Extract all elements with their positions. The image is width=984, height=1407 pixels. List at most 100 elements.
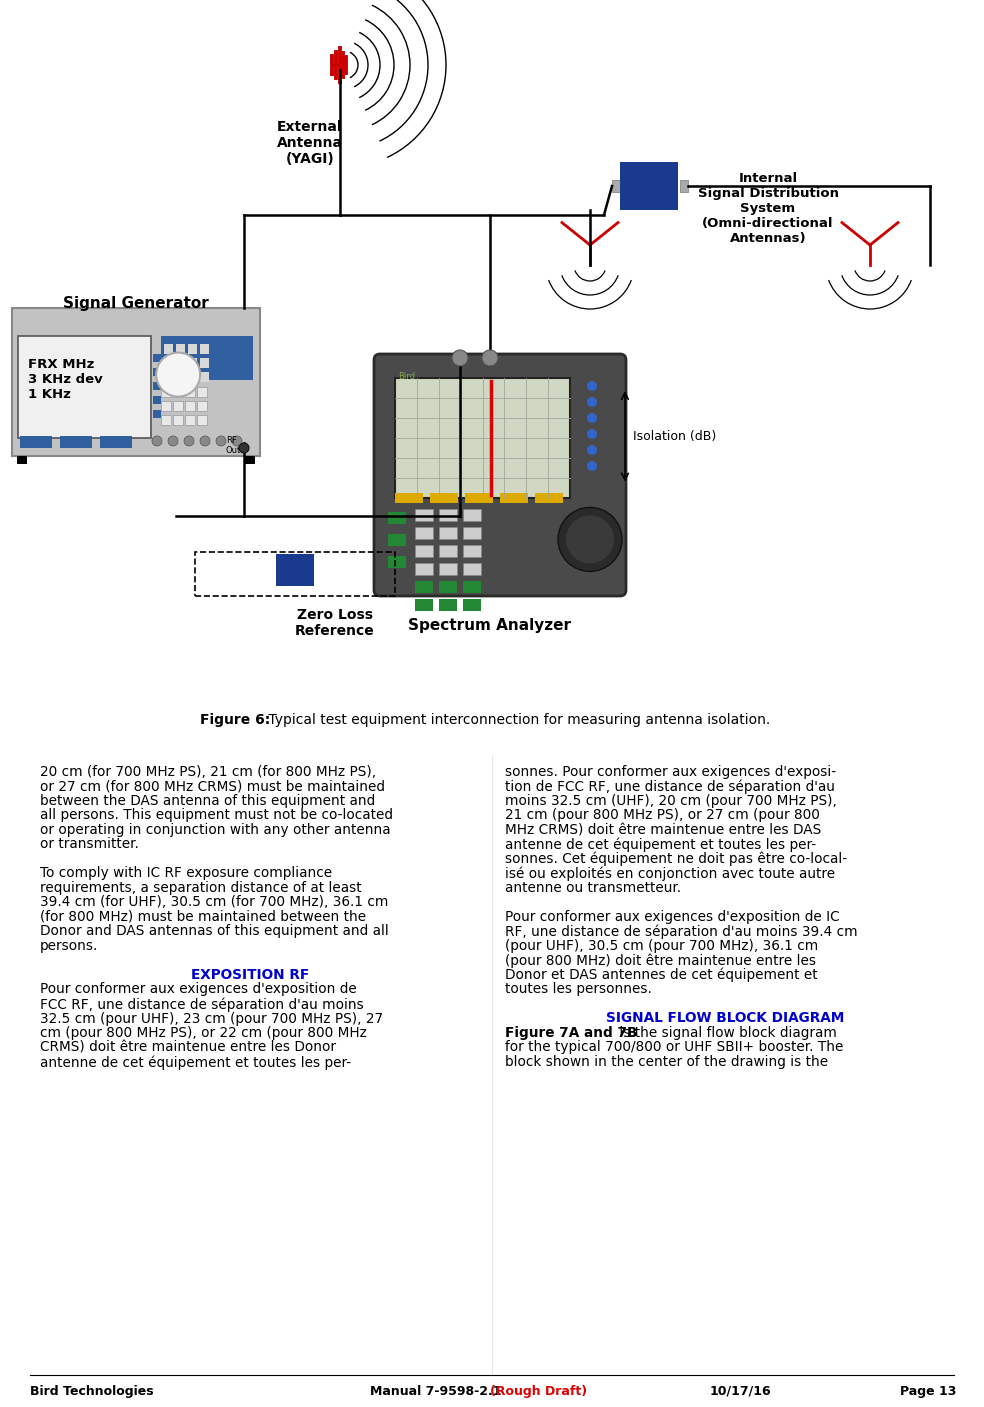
FancyBboxPatch shape — [463, 509, 481, 521]
Text: Typical test equipment interconnection for measuring antenna isolation.: Typical test equipment interconnection f… — [264, 713, 770, 727]
Text: Internal
Signal Distribution
System
(Omni-directional
Antennas): Internal Signal Distribution System (Omn… — [698, 172, 838, 245]
Circle shape — [239, 443, 249, 453]
Text: persons.: persons. — [40, 938, 98, 953]
Text: Figure 6:: Figure 6: — [200, 713, 271, 727]
Text: CRMS) doit être maintenue entre les Donor: CRMS) doit être maintenue entre les Dono… — [40, 1041, 336, 1054]
Text: antenne ou transmetteur.: antenne ou transmetteur. — [505, 881, 681, 895]
FancyBboxPatch shape — [388, 556, 406, 567]
Text: all persons. This equipment must not be co-located: all persons. This equipment must not be … — [40, 809, 393, 823]
FancyBboxPatch shape — [388, 512, 406, 523]
FancyBboxPatch shape — [176, 343, 185, 355]
Text: Page 13: Page 13 — [900, 1384, 956, 1399]
Text: Signal Generator: Signal Generator — [63, 295, 209, 311]
Text: 39.4 cm (for UHF), 30.5 cm (for 700 MHz), 36.1 cm: 39.4 cm (for UHF), 30.5 cm (for 700 MHz)… — [40, 895, 389, 909]
FancyBboxPatch shape — [153, 409, 161, 418]
Text: Pour conformer aux exigences d'exposition de IC: Pour conformer aux exigences d'expositio… — [505, 910, 839, 924]
FancyBboxPatch shape — [188, 371, 197, 381]
FancyBboxPatch shape — [176, 357, 185, 369]
Text: 10/17/16: 10/17/16 — [710, 1384, 771, 1399]
Text: 20 cm (for 700 MHz PS), 21 cm (for 800 MHz PS),: 20 cm (for 700 MHz PS), 21 cm (for 800 M… — [40, 765, 376, 779]
Text: FRX MHz
3 KHz dev
1 KHz: FRX MHz 3 KHz dev 1 KHz — [28, 357, 102, 401]
Text: EXPOSITION RF: EXPOSITION RF — [191, 968, 309, 982]
Text: Manual 7-9598-2.1: Manual 7-9598-2.1 — [370, 1384, 502, 1399]
Text: or operating in conjunction with any other antenna: or operating in conjunction with any oth… — [40, 823, 391, 837]
Text: Pour conformer aux exigences d'exposition de: Pour conformer aux exigences d'expositio… — [40, 982, 357, 996]
Circle shape — [587, 397, 597, 407]
Text: Donor and DAS antennas of this equipment and all: Donor and DAS antennas of this equipment… — [40, 924, 389, 938]
FancyBboxPatch shape — [173, 387, 183, 397]
FancyBboxPatch shape — [415, 581, 433, 594]
FancyBboxPatch shape — [20, 436, 52, 447]
FancyBboxPatch shape — [60, 436, 92, 447]
Text: Bird Technologies: Bird Technologies — [30, 1384, 154, 1399]
Text: (pour 800 MHz) doit être maintenue entre les: (pour 800 MHz) doit être maintenue entre… — [505, 954, 816, 968]
FancyBboxPatch shape — [163, 357, 173, 369]
FancyBboxPatch shape — [415, 563, 433, 575]
Text: or transmitter.: or transmitter. — [40, 837, 139, 851]
Text: block shown in the center of the drawing is the: block shown in the center of the drawing… — [505, 1055, 829, 1069]
FancyBboxPatch shape — [185, 401, 195, 411]
FancyBboxPatch shape — [612, 180, 620, 191]
Text: 21 cm (pour 800 MHz PS), or 27 cm (pour 800: 21 cm (pour 800 MHz PS), or 27 cm (pour … — [505, 809, 820, 823]
FancyBboxPatch shape — [185, 415, 195, 425]
Circle shape — [482, 350, 498, 366]
Circle shape — [587, 445, 597, 454]
FancyBboxPatch shape — [153, 381, 161, 390]
Text: toutes les personnes.: toutes les personnes. — [505, 982, 651, 996]
FancyBboxPatch shape — [439, 599, 457, 611]
FancyBboxPatch shape — [415, 599, 433, 611]
Text: cm (pour 800 MHz PS), or 22 cm (pour 800 MHz: cm (pour 800 MHz PS), or 22 cm (pour 800… — [40, 1026, 367, 1040]
Text: Zero Loss
Reference: Zero Loss Reference — [295, 608, 375, 639]
Text: 32.5 cm (pour UHF), 23 cm (pour 700 MHz PS), 27: 32.5 cm (pour UHF), 23 cm (pour 700 MHz … — [40, 1012, 383, 1026]
FancyBboxPatch shape — [245, 456, 255, 464]
Text: Spectrum Analyzer: Spectrum Analyzer — [408, 618, 572, 633]
FancyBboxPatch shape — [465, 492, 493, 504]
FancyBboxPatch shape — [439, 581, 457, 594]
Text: isé ou exploités en conjonction avec toute autre: isé ou exploités en conjonction avec tou… — [505, 867, 835, 881]
FancyBboxPatch shape — [176, 371, 185, 381]
FancyBboxPatch shape — [395, 378, 570, 498]
FancyBboxPatch shape — [173, 415, 183, 425]
FancyBboxPatch shape — [388, 533, 406, 546]
Text: is the signal flow block diagram: is the signal flow block diagram — [615, 1026, 836, 1040]
Text: between the DAS antenna of this equipment and: between the DAS antenna of this equipmen… — [40, 794, 375, 808]
FancyBboxPatch shape — [430, 492, 458, 504]
Text: tion de FCC RF, une distance de séparation d'au: tion de FCC RF, une distance de séparati… — [505, 779, 834, 794]
FancyBboxPatch shape — [160, 336, 253, 380]
Text: requirements, a separation distance of at least: requirements, a separation distance of a… — [40, 881, 362, 895]
Text: sonnes. Pour conformer aux exigences d'exposi-: sonnes. Pour conformer aux exigences d'e… — [505, 765, 836, 779]
Text: RF
Out: RF Out — [226, 436, 241, 456]
Text: antenne de cet équipement et toutes les per-: antenne de cet équipement et toutes les … — [40, 1055, 351, 1069]
FancyBboxPatch shape — [463, 545, 481, 557]
Circle shape — [587, 381, 597, 391]
FancyBboxPatch shape — [439, 545, 457, 557]
Text: SIGNAL FLOW BLOCK DIAGRAM: SIGNAL FLOW BLOCK DIAGRAM — [606, 1012, 844, 1026]
Text: MHz CRMS) doit être maintenue entre les DAS: MHz CRMS) doit être maintenue entre les … — [505, 823, 822, 837]
FancyBboxPatch shape — [12, 308, 260, 456]
FancyBboxPatch shape — [185, 387, 195, 397]
Circle shape — [184, 436, 194, 446]
Circle shape — [168, 436, 178, 446]
FancyBboxPatch shape — [200, 357, 209, 369]
FancyBboxPatch shape — [620, 162, 678, 210]
FancyBboxPatch shape — [535, 492, 563, 504]
Text: Figure 7A and 7B: Figure 7A and 7B — [505, 1026, 638, 1040]
FancyBboxPatch shape — [415, 545, 433, 557]
FancyBboxPatch shape — [439, 509, 457, 521]
Circle shape — [152, 436, 162, 446]
Text: Bird: Bird — [398, 371, 415, 381]
FancyBboxPatch shape — [463, 528, 481, 539]
FancyBboxPatch shape — [680, 180, 688, 191]
FancyBboxPatch shape — [160, 387, 171, 397]
FancyBboxPatch shape — [197, 415, 207, 425]
FancyBboxPatch shape — [374, 355, 626, 597]
FancyBboxPatch shape — [160, 415, 171, 425]
FancyBboxPatch shape — [188, 343, 197, 355]
FancyBboxPatch shape — [395, 492, 423, 504]
FancyBboxPatch shape — [463, 581, 481, 594]
Circle shape — [587, 414, 597, 424]
Circle shape — [216, 436, 226, 446]
Circle shape — [452, 350, 468, 366]
FancyBboxPatch shape — [415, 509, 433, 521]
Text: To comply with IC RF exposure compliance: To comply with IC RF exposure compliance — [40, 867, 333, 881]
